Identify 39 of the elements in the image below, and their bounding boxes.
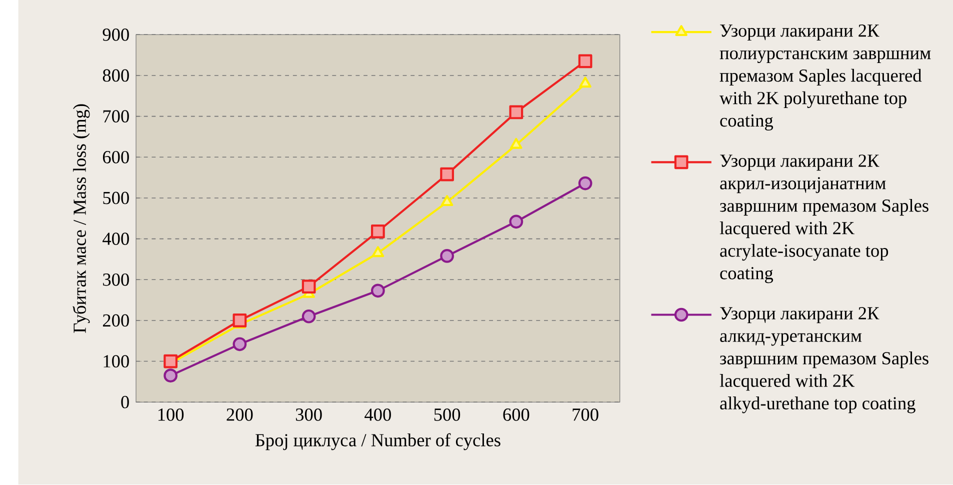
y-axis-title: Губитак масе / Mass loss (mg)	[72, 104, 90, 334]
point	[371, 284, 385, 298]
point	[440, 195, 454, 206]
y-tick-label: 800	[102, 70, 129, 82]
legend-label: Узорци лакирани 2К акрил-изоцијанатним завршним премазом Saples lacquered with 2K acrylate-isocyanate top coating	[720, 154, 928, 284]
x-tick-label: 300	[296, 408, 322, 422]
point	[579, 76, 592, 88]
y-tick-label: 0	[121, 396, 129, 409]
legend-label: Узорци лакирани 2К полиурстанским завршним премазом Saples lacquered with 2K polyurethane top coating	[720, 24, 931, 131]
point	[302, 280, 316, 294]
x-axis-title: Број циклуса / Number of cycles	[255, 434, 500, 450]
legend-label: Узорци лакирани 2К алкид-уретанским завршним премазом Saples lacquered with 2K alkyd-urethane top coating	[720, 307, 928, 414]
point	[509, 214, 524, 229]
x-tick-label: 100	[158, 408, 184, 422]
y-tick-label: 200	[102, 314, 129, 327]
y-tick-label: 900	[102, 28, 129, 42]
point	[232, 314, 247, 328]
x-tick-label: 700	[572, 408, 598, 422]
point	[164, 368, 178, 383]
x-tick-label: 500	[434, 408, 460, 422]
point	[232, 337, 247, 352]
y-tick-label: 300	[103, 274, 129, 286]
point	[578, 176, 592, 190]
x-tick-label: 400	[364, 408, 391, 422]
x-tick-label: 600	[503, 408, 530, 422]
point	[440, 168, 454, 182]
y-tick-label: 500	[103, 192, 129, 204]
point	[372, 246, 384, 258]
y-tick-label: 100	[104, 355, 129, 368]
y-tick-label: 700	[103, 110, 129, 123]
point	[371, 224, 385, 239]
point	[578, 54, 592, 68]
point	[302, 310, 316, 324]
point	[440, 249, 454, 264]
y-tick-label: 600	[102, 151, 129, 164]
point	[509, 106, 524, 120]
y-tick-label: 400	[102, 232, 129, 246]
x-tick-label: 200	[226, 408, 253, 422]
point	[510, 138, 522, 150]
